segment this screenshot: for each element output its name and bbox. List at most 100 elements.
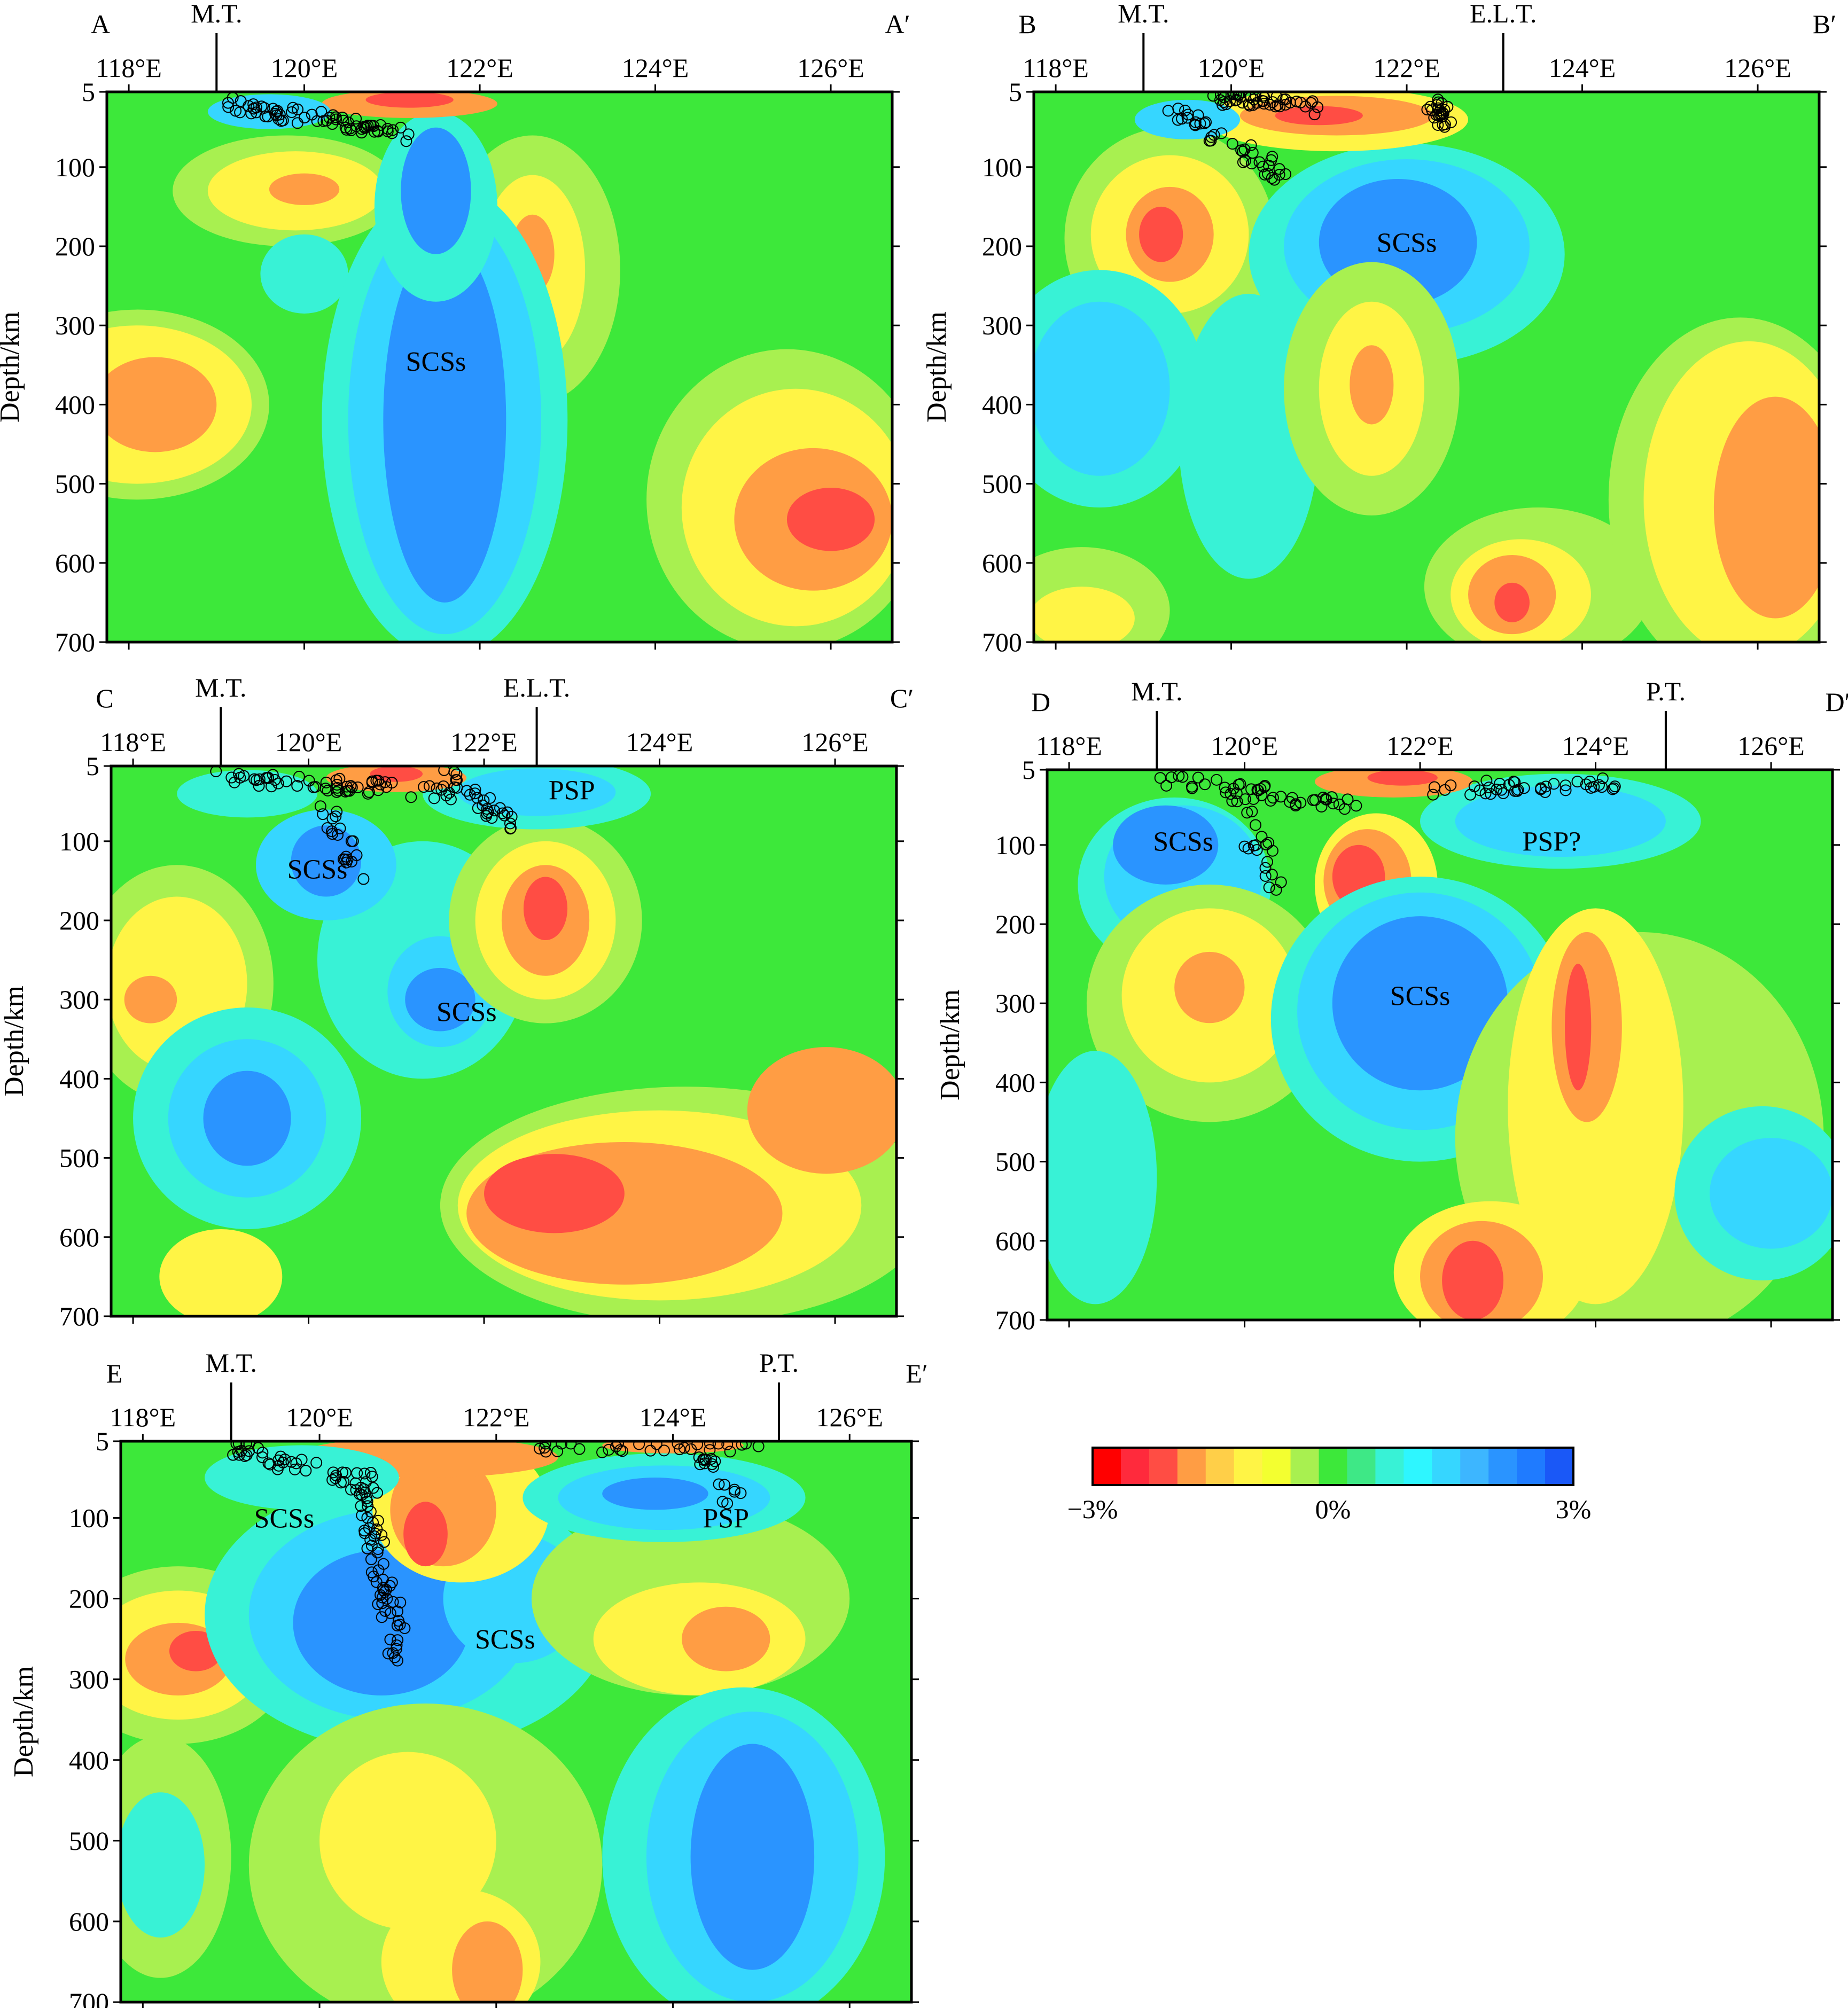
earthquake-marker — [1485, 788, 1497, 800]
y-axis-label: Depth/km — [9, 1666, 39, 1777]
colorbar: −3% 0% 3% — [1067, 1447, 1591, 1524]
earthquake-marker — [1162, 105, 1174, 117]
y-tick-label: 400 — [69, 1745, 109, 1775]
earthquake-marker — [1479, 787, 1492, 800]
earthquake-marker — [271, 1463, 284, 1475]
plot-frame — [1046, 768, 1834, 1322]
earthquake-marker — [333, 772, 346, 785]
colorbar-swatch — [1375, 1448, 1404, 1485]
earthquake-marker — [369, 1527, 381, 1540]
x-tick-label: 124°E — [626, 727, 693, 757]
colorbar-swatch — [1319, 1448, 1347, 1485]
earthquake-marker — [251, 774, 263, 786]
earthquake-marker — [280, 775, 293, 787]
earthquake-marker — [368, 126, 380, 138]
plot-frame — [119, 1440, 913, 2004]
anomaly-contour — [1565, 964, 1592, 1091]
anomaly-contour — [405, 967, 475, 1032]
earthquake-marker — [387, 1647, 399, 1659]
earthquake-marker — [1220, 98, 1233, 111]
y-tick-label: 300 — [59, 985, 99, 1014]
y-axis-label: Depth/km — [935, 989, 965, 1100]
profile-start-label: B — [1018, 9, 1036, 39]
earthquake-marker — [712, 1441, 724, 1450]
earthquake-marker — [270, 105, 283, 118]
earthquake-marker — [1227, 92, 1239, 100]
earthquake-marker — [306, 108, 318, 121]
y-tick-label: 200 — [982, 231, 1022, 261]
earthquake-marker — [1491, 784, 1503, 796]
earthquake-marker — [724, 1446, 736, 1458]
anomaly-contour — [1113, 805, 1219, 885]
velocity-anomaly-field — [1034, 92, 1819, 642]
earthquake-marker — [1280, 98, 1292, 111]
earthquake-marker — [365, 1540, 378, 1552]
earthquake-marker — [299, 112, 311, 124]
y-tick-label: 200 — [59, 905, 99, 935]
earthquake-marker — [736, 1441, 748, 1451]
earthquake-marker — [704, 1441, 716, 1450]
earthquake-marker — [330, 1470, 342, 1482]
earthquake-marker — [367, 120, 379, 132]
earthquake-marker — [705, 1453, 718, 1465]
earthquake-marker — [386, 777, 398, 789]
earthquake-marker — [1464, 788, 1477, 801]
earthquake-marker — [498, 809, 511, 822]
earthquake-marker — [752, 1441, 765, 1452]
earthquake-marker — [1208, 129, 1220, 141]
earthquake-marker — [1333, 798, 1345, 810]
slab-annotation: PSP — [703, 1504, 749, 1534]
section-panel-e: 118°E 120°E 122°E 124°E 126°E 5 100 200 300 400 50… — [9, 1348, 928, 2008]
earthquake-marker — [1511, 785, 1523, 797]
earthquake-marker — [1432, 93, 1444, 106]
earthquake-marker — [234, 771, 246, 784]
x-tick-label: 124°E — [1562, 731, 1629, 761]
anomaly-contour — [747, 1047, 896, 1174]
earthquake-marker — [1246, 806, 1258, 818]
earthquake-marker — [1483, 782, 1495, 794]
earthquake-marker — [319, 783, 332, 795]
profile-end-label: A′ — [885, 9, 910, 39]
earthquake-marker — [1247, 793, 1260, 805]
earthquake-marker — [1264, 98, 1276, 111]
earthquake-marker — [372, 1514, 384, 1527]
y-tick-label: 100 — [69, 1503, 109, 1533]
earthquake-marker — [291, 780, 303, 792]
colorbar-swatch — [1488, 1448, 1517, 1485]
earthquake-marker — [235, 95, 247, 107]
anomaly-contour — [107, 357, 217, 452]
earthquake-marker — [1237, 156, 1249, 168]
colorbar-frame — [1091, 1447, 1574, 1486]
earthquake-marker — [1247, 839, 1260, 851]
earthquake-marker — [361, 1495, 373, 1507]
earthquake-marker — [685, 1443, 697, 1456]
colorbar-label: 0% — [1315, 1494, 1351, 1524]
earthquake-marker — [362, 120, 374, 132]
earthquake-marker — [1245, 158, 1258, 170]
earthquake-marker — [1189, 116, 1202, 128]
earthquake-marker — [556, 1441, 568, 1450]
earthquake-marker — [1261, 168, 1274, 180]
x-tick-label: 124°E — [622, 53, 689, 83]
earthquake-marker — [713, 1478, 725, 1490]
earthquake-marker — [1215, 127, 1228, 139]
colorbar-swatch — [1262, 1448, 1291, 1485]
earthquake-marker — [1266, 869, 1278, 881]
colorbar-swatch — [1149, 1448, 1178, 1485]
earthquake-marker — [1263, 881, 1275, 894]
earthquake-marker — [504, 817, 516, 830]
x-tick-label: 120°E — [1211, 731, 1278, 761]
earthquake-marker — [1266, 845, 1278, 857]
earthquake-marker — [1244, 99, 1256, 112]
earthquake-marker — [1596, 772, 1609, 785]
earthquake-marker — [1432, 108, 1444, 121]
earthquake-marker — [327, 1466, 339, 1479]
slab-annotation: SCSs — [254, 1504, 315, 1534]
earthquake-marker — [377, 1584, 389, 1597]
earthquake-marker — [371, 1487, 384, 1499]
earthquake-marker — [1428, 781, 1440, 793]
earthquake-marker — [1231, 795, 1243, 808]
section-panel-b: 118°E 120°E 122°E 124°E 126°E 5 100 200 300 400 50… — [922, 0, 1836, 657]
earthquake-marker — [262, 772, 274, 784]
anomaly-contour — [124, 975, 177, 1023]
